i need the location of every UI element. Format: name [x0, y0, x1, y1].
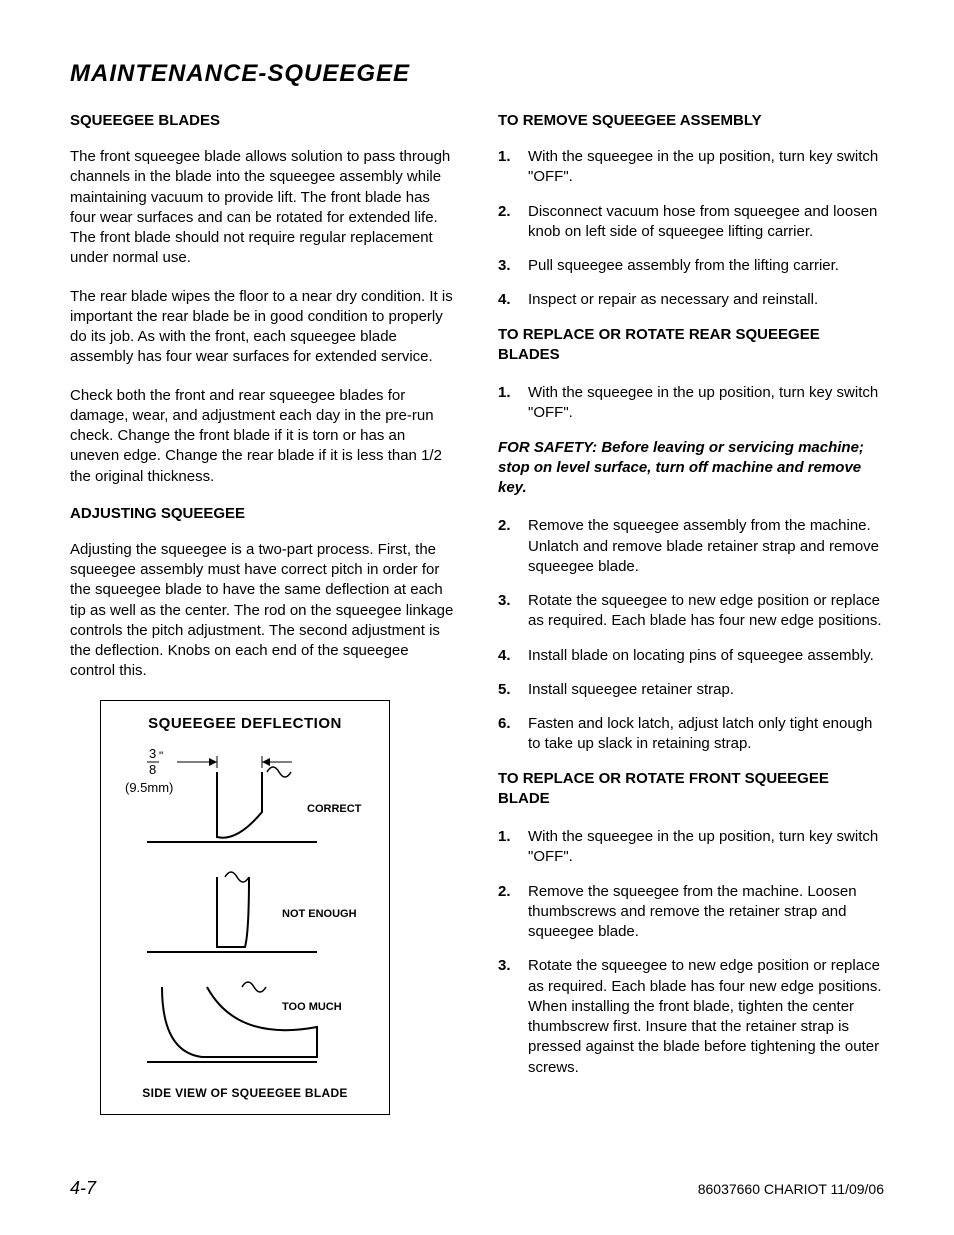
- label-correct: CORRECT: [307, 803, 362, 815]
- list-item: 4. Install blade on locating pins of sque…: [498, 646, 884, 666]
- step-text: Rotate the squeegee to new edge position…: [528, 956, 884, 1078]
- step-text: Pull squeegee assembly from the lifting …: [528, 256, 839, 276]
- remove-steps: 1. With the squeegee in the up position, …: [498, 147, 884, 311]
- list-item: 4. Inspect or repair as necessary and rei…: [498, 290, 884, 310]
- heading-adjusting: ADJUSTING SQUEEGEE: [70, 505, 456, 522]
- page-title: MAINTENANCE-SQUEEGEE: [70, 60, 884, 88]
- step-text: Inspect or repair as necessary and reins…: [528, 290, 818, 310]
- para: The front squeegee blade allows solution…: [70, 147, 456, 269]
- page-number: 4-7: [70, 1178, 96, 1199]
- step-num: 1.: [498, 827, 516, 868]
- para: Adjusting the squeegee is a two-part pro…: [70, 540, 456, 682]
- measure-unit: ": [159, 749, 163, 763]
- page-footer: 4-7 86037660 CHARIOT 11/09/06: [70, 1178, 884, 1199]
- step-num: 2.: [498, 202, 516, 243]
- list-item: 6. Fasten and lock latch, adjust latch on…: [498, 714, 884, 755]
- step-num: 4.: [498, 646, 516, 666]
- list-item: 2.Remove the squeegee from the machine. …: [498, 882, 884, 943]
- right-column: TO REMOVE SQUEEGEE ASSEMBLY 1. With the s…: [498, 112, 884, 1115]
- heading-front: TO REPLACE OR ROTATE FRONT SQUEEGEE BLAD…: [498, 769, 884, 810]
- safety-note: FOR SAFETY: Before leaving or servicing …: [498, 438, 884, 499]
- list-item: 2. Disconnect vacuum hose from squeegee a…: [498, 202, 884, 243]
- label-notenough: NOT ENOUGH: [282, 908, 357, 920]
- step-text: With the squeegee in the up position, tu…: [528, 147, 884, 188]
- list-item: 1. With the squeegee in the up position, …: [498, 383, 884, 424]
- para: Check both the front and rear squeegee b…: [70, 386, 456, 487]
- measure-top: 3: [149, 746, 156, 761]
- para: The rear blade wipes the floor to a near…: [70, 287, 456, 368]
- step-num: 4.: [498, 290, 516, 310]
- measure-bot: 8: [149, 762, 156, 777]
- left-column: SQUEEGEE BLADES The front squeegee blade…: [70, 112, 456, 1115]
- step-text: Disconnect vacuum hose from squeegee and…: [528, 202, 884, 243]
- step-text: Install squeegee retainer strap.: [528, 680, 734, 700]
- step-num: 2.: [498, 516, 516, 577]
- diagram-title: SQUEEGEE DEFLECTION: [117, 715, 373, 732]
- heading-remove: TO REMOVE SQUEEGEE ASSEMBLY: [498, 112, 884, 129]
- deflection-diagram: SQUEEGEE DEFLECTION 3 " 8 (9.5mm): [100, 700, 390, 1115]
- step-text: Remove the squeegee from the machine. Lo…: [528, 882, 884, 943]
- measure-mm: (9.5mm): [125, 780, 173, 795]
- step-text: Fasten and lock latch, adjust latch only…: [528, 714, 884, 755]
- step-text: Rotate the squeegee to new edge position…: [528, 591, 884, 632]
- front-steps: 1. With the squeegee in the up position, …: [498, 827, 884, 1078]
- diagram-footer: SIDE VIEW OF SQUEEGEE BLADE: [117, 1086, 373, 1100]
- diagram-svg: 3 " 8 (9.5mm) CORRECT: [117, 742, 373, 1072]
- step-num: 1.: [498, 147, 516, 188]
- step-num: 2.: [498, 882, 516, 943]
- label-toomuch: TOO MUCH: [282, 1001, 342, 1013]
- step-num: 1.: [498, 383, 516, 424]
- step-num: 3.: [498, 591, 516, 632]
- step-num: 6.: [498, 714, 516, 755]
- step-text: With the squeegee in the up position, tu…: [528, 827, 884, 868]
- heading-blades: SQUEEGEE BLADES: [70, 112, 456, 129]
- list-item: 2.Remove the squeegee assembly from the …: [498, 516, 884, 577]
- list-item: 3. Rotate the squeegee to new edge positi…: [498, 591, 884, 632]
- content-columns: SQUEEGEE BLADES The front squeegee blade…: [70, 112, 884, 1115]
- step-text: Install blade on locating pins of squeeg…: [528, 646, 874, 666]
- list-item: 3.Rotate the squeegee to new edge positi…: [498, 956, 884, 1078]
- step-text: With the squeegee in the up position, tu…: [528, 383, 884, 424]
- step-num: 5.: [498, 680, 516, 700]
- heading-rear: TO REPLACE OR ROTATE REAR SQUEEGEE BLADE…: [498, 325, 884, 366]
- step-text: Remove the squeegee assembly from the ma…: [528, 516, 884, 577]
- doc-id: 86037660 CHARIOT 11/09/06: [698, 1181, 884, 1197]
- list-item: 5. Install squeegee retainer strap.: [498, 680, 884, 700]
- list-item: 3. Pull squeegee assembly from the liftin…: [498, 256, 884, 276]
- list-item: 1. With the squeegee in the up position, …: [498, 827, 884, 868]
- rear-steps-1: 1. With the squeegee in the up position, …: [498, 383, 884, 424]
- step-num: 3.: [498, 956, 516, 1078]
- list-item: 1. With the squeegee in the up position, …: [498, 147, 884, 188]
- step-num: 3.: [498, 256, 516, 276]
- rear-steps-rest: 2.Remove the squeegee assembly from the …: [498, 516, 884, 754]
